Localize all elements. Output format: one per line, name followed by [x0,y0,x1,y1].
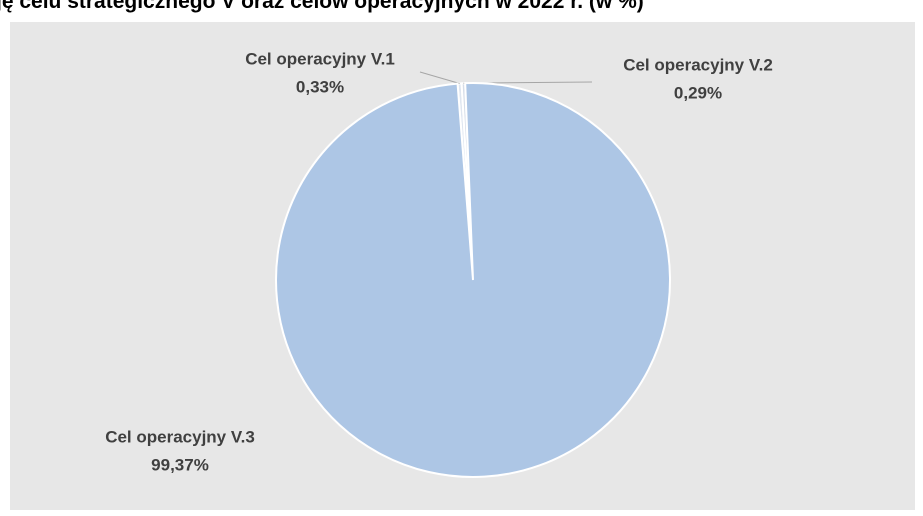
slice-value-label: 0,29% [674,83,722,102]
slice-label: Cel operacyjny V.1 [245,49,395,68]
slice-value-label: 0,33% [296,77,344,96]
slice-label: Cel operacyjny V.3 [105,427,255,446]
slice-label: Cel operacyjny V.2 [623,55,773,74]
pie-slice [275,82,671,478]
leader-line [419,71,460,84]
chart-title: ję celu strategicznego V oraz celów oper… [0,0,644,13]
slice-value-label: 99,37% [151,455,209,474]
